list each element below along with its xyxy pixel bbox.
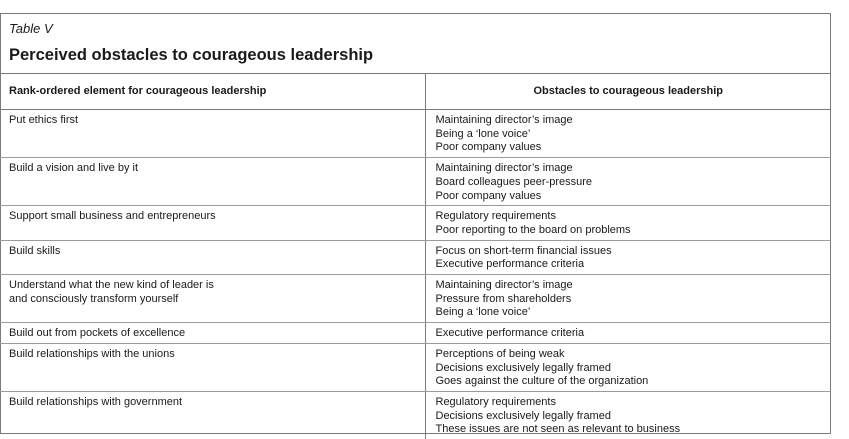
element-cell: Build relationships with the unions [0,343,425,391]
element-text: Support small business and entrepreneurs [9,210,425,224]
element-text: and consciously transform yourself [9,293,425,307]
obstacle-text: Regulatory requirements [436,396,832,410]
column-header-element: Rank-ordered element for courageous lead… [0,74,425,110]
element-text: Put ethics first [9,114,425,128]
obstacles-cell: Executive performance criteria [425,323,831,344]
element-cell: Put ethics first [0,110,425,158]
obstacle-text: Board colleagues peer-pressure [436,176,832,190]
element-text: Build skills [9,245,425,259]
obstacle-text: Poor company values [436,190,832,204]
element-cell: Build skills [0,240,425,274]
obstacle-text: Being a ‘lone voice’ [436,306,832,320]
element-cell: Build a vision and live by it [0,158,425,206]
column-header-obstacles: Obstacles to courageous leadership [425,74,831,110]
obstacle-text: Being a ‘lone voice’ [436,128,832,142]
obstacles-table: Rank-ordered element for courageous lead… [0,73,831,439]
element-text: Build a vision and live by it [9,162,425,176]
obstacle-text: Poor reporting to the board on problems [436,224,832,238]
obstacle-text: Decisions exclusively legally framed [436,362,832,376]
obstacle-text: Perceptions of being weak [436,348,832,362]
obstacle-text: Maintaining director’s image [436,279,832,293]
obstacle-text: Maintaining director’s image [436,162,832,176]
element-text: Build out from pockets of excellence [9,327,425,341]
obstacle-text: Pressure from shareholders [436,293,832,307]
obstacle-text: Focus on short-term financial issues [436,245,832,259]
obstacle-text: Executive performance criteria [436,327,832,341]
element-text: Build relationships with government [9,396,425,410]
element-cell: Build out from pockets of excellence [0,323,425,344]
element-cell: Support small business and entrepreneurs [0,206,425,240]
obstacle-text: Poor company values [436,141,832,155]
obstacle-text: Maintaining director’s image [436,114,832,128]
table-caption: Table V [9,21,53,37]
table-row: Support small business and entrepreneurs… [0,206,831,240]
element-cell: Understand what the new kind of leader i… [0,275,425,323]
obstacle-text: These issues are not seen as relevant to… [436,423,832,437]
element-text: Understand what the new kind of leader i… [9,279,425,293]
obstacle-text: Executive performance criteria [436,258,832,272]
obstacle-text: Goes against the culture of the organiza… [436,375,832,389]
table-title: Perceived obstacles to courageous leader… [9,45,373,65]
obstacle-text: Regulatory requirements [436,210,832,224]
table-row: Understand what the new kind of leader i… [0,275,831,323]
table-header-row: Rank-ordered element for courageous lead… [0,74,831,110]
element-cell: Build relationships with government [0,391,425,439]
element-text: Build relationships with the unions [9,348,425,362]
table-row: Build out from pockets of excellence Exec… [0,323,831,344]
obstacle-text: Decisions exclusively legally framed [436,410,832,424]
